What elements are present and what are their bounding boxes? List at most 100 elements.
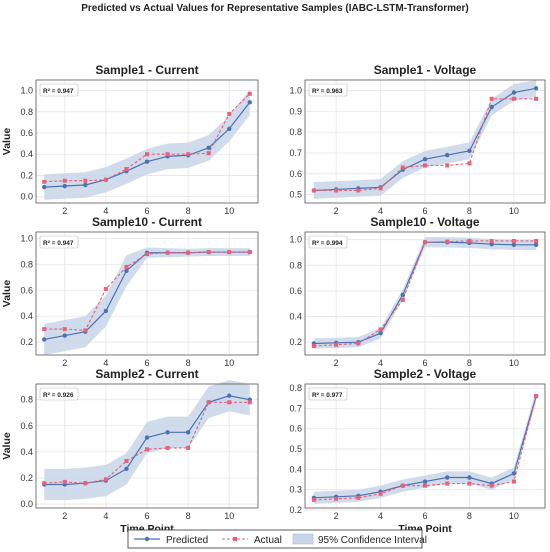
actual-point [311, 497, 316, 502]
actual-point [186, 445, 191, 450]
r2-box [39, 235, 79, 249]
legend-box [127, 529, 423, 549]
subplot-title: Sample10 - Current [92, 215, 202, 229]
actual-point [378, 186, 383, 191]
y-tick-label: 0.8 [20, 259, 33, 269]
actual-point [489, 483, 494, 488]
actual-point [445, 163, 450, 168]
x-tick-label: 2 [334, 206, 339, 216]
actual-point [423, 483, 427, 488]
x-tick-label: 8 [467, 358, 472, 368]
actual-point [511, 479, 516, 484]
actual-point [489, 96, 494, 101]
actual-point [445, 239, 450, 244]
actual-point [42, 327, 47, 332]
x-tick-label: 2 [334, 358, 339, 368]
actual-point [227, 400, 232, 405]
actual-point [311, 344, 316, 349]
subplot-title: Sample10 - Voltage [370, 215, 479, 229]
actual-point [423, 163, 427, 168]
y-tick-label: 1.0 [20, 233, 33, 243]
predicted-point [165, 430, 170, 435]
r2-box [308, 387, 348, 401]
y-tick-label: 0.8 [289, 260, 302, 270]
predicted-point [422, 157, 428, 162]
r2-label: R² = 0.963 [312, 88, 343, 95]
x-tick-label: 6 [144, 358, 149, 368]
predicted-point [533, 242, 539, 248]
y-tick-label: 0.2 [289, 337, 302, 347]
plot-frame [35, 231, 259, 356]
predicted-point [83, 182, 88, 188]
legend-predicted-marker [144, 536, 150, 542]
confidence-band [44, 247, 250, 355]
y-tick-label: 0.7 [289, 148, 302, 158]
predicted-point [489, 241, 494, 247]
r2-box [39, 83, 79, 97]
x-tick-label: 10 [224, 206, 234, 216]
predicted-point [42, 184, 47, 190]
y-tick-label: 0.9 [289, 106, 302, 116]
subplot-6: Sample2 - Voltage 0.2 0.3 0.4 0.5 0.6 0.7 0.8 2 4… [289, 367, 546, 535]
x-tick-label: 2 [62, 206, 67, 216]
actual-point [83, 178, 88, 183]
y-tick-label: 0.2 [289, 505, 302, 515]
subplot-title: Sample1 - Voltage [374, 63, 477, 77]
x-tick-label: 8 [467, 511, 472, 521]
actual-point [83, 328, 88, 333]
actual-point [378, 491, 383, 496]
y-tick-label: 0.3 [289, 485, 302, 495]
x-tick-label: 6 [144, 511, 149, 521]
y-tick-label: 0.2 [20, 170, 33, 180]
actual-point [378, 327, 383, 332]
y-tick-label: 0.8 [289, 127, 302, 137]
predicted-point [247, 100, 252, 105]
y-tick-label: 0.4 [289, 464, 302, 474]
actual-point [227, 250, 232, 255]
y-axis-label: Value [1, 432, 13, 460]
predicted-point [511, 242, 517, 248]
y-tick-label: 0.6 [289, 286, 302, 296]
x-tick-label: 10 [509, 511, 519, 521]
actual-point [165, 250, 170, 255]
x-tick-label: 6 [422, 511, 427, 521]
confidence-band [44, 380, 250, 501]
legend: Predicted Actual 95% Confidence Interval [127, 529, 427, 549]
y-tick-label: 0.5 [289, 444, 302, 454]
actual-point [124, 459, 129, 464]
x-tick-label: 6 [422, 206, 427, 216]
y-tick-label: 0.4 [20, 447, 33, 457]
actual-point [247, 91, 252, 96]
predicted-point [144, 159, 150, 164]
y-tick-label: 0.6 [20, 128, 33, 138]
y-tick-label: 0.6 [289, 169, 302, 179]
y-tick-label: 0.4 [20, 311, 33, 321]
series-line-actual [313, 98, 537, 192]
x-tick-label: 2 [62, 511, 67, 521]
actual-point [534, 394, 539, 399]
y-tick-label: 0.0 [20, 499, 33, 509]
predicted-point [206, 145, 211, 151]
subplot-4: Sample10 - Voltage 0.2 0.4 0.6 0.8 1.0 2 4 6 8 10 R… [289, 215, 546, 368]
y-tick-label: 0.0 [20, 192, 33, 202]
actual-point [145, 447, 149, 452]
y-tick-label: 0.4 [20, 149, 33, 159]
actual-point [227, 111, 232, 116]
predicted-point [445, 475, 450, 480]
actual-point [62, 178, 67, 183]
legend-ci-swatch [292, 533, 314, 545]
r2-box [308, 235, 348, 249]
legend-predicted-label: Predicted [166, 535, 208, 546]
x-tick-label: 4 [103, 511, 108, 521]
predicted-point [185, 430, 191, 435]
actual-point [467, 238, 472, 243]
predicted-point [467, 475, 472, 480]
x-tick-label: 4 [378, 206, 383, 216]
actual-point [206, 250, 211, 255]
actual-point [103, 177, 108, 182]
predicted-point [124, 268, 129, 274]
plot-frame [35, 79, 259, 204]
actual-point [42, 179, 47, 184]
